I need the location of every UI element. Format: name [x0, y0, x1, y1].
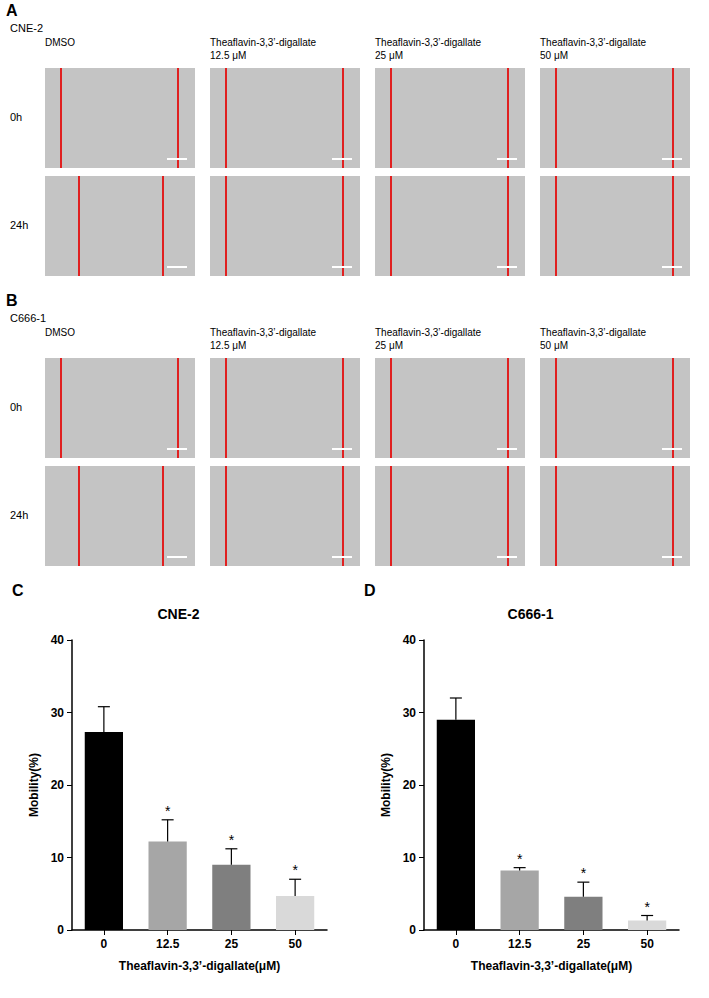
html-text:C: C: [12, 582, 24, 599]
svg-text:C666-1: C666-1: [508, 606, 554, 622]
svg-text:*: *: [165, 803, 171, 819]
html-text:0h: 0h: [10, 401, 23, 413]
svg-text:50: 50: [640, 937, 654, 951]
svg-text:10: 10: [403, 851, 417, 865]
svg-text:CNE-2: CNE-2: [157, 606, 199, 622]
svg-text:*: *: [644, 899, 650, 915]
svg-text:10: 10: [51, 851, 65, 865]
html-text:C666-1: C666-1: [10, 312, 47, 324]
html-text:D: D: [364, 582, 376, 599]
svg-text:0: 0: [409, 923, 416, 937]
svg-text:30: 30: [403, 706, 417, 720]
html-text:DMSO: DMSO: [45, 37, 75, 48]
svg-text:Theaflavin-3,3’-digallate(μM): Theaflavin-3,3’-digallate(μM): [119, 959, 280, 973]
html-text:CNE-2: CNE-2: [10, 22, 43, 34]
html-text:25 μM: 25 μM: [375, 340, 403, 351]
svg-text:*: *: [517, 851, 523, 867]
svg-text:25: 25: [225, 937, 239, 951]
svg-text:20: 20: [51, 778, 65, 792]
svg-text:0: 0: [453, 937, 460, 951]
svg-text:0: 0: [101, 937, 108, 951]
svg-text:12.5: 12.5: [156, 937, 180, 951]
svg-text:12.5: 12.5: [508, 937, 532, 951]
html-text:Theaflavin-3,3’-digallate: Theaflavin-3,3’-digallate: [540, 37, 647, 48]
svg-text:50: 50: [288, 937, 302, 951]
html-text:50 μM: 50 μM: [540, 50, 568, 61]
html-text:50 μM: 50 μM: [540, 340, 568, 351]
html-text:Theaflavin-3,3’-digallate: Theaflavin-3,3’-digallate: [210, 327, 317, 338]
html-text:0h: 0h: [10, 111, 23, 123]
html-text:Theaflavin-3,3’-digallate: Theaflavin-3,3’-digallate: [375, 327, 482, 338]
html-text:Theaflavin-3,3’-digallate: Theaflavin-3,3’-digallate: [375, 37, 482, 48]
svg-text:*: *: [229, 832, 235, 848]
svg-text:25: 25: [577, 937, 591, 951]
svg-text:0: 0: [57, 923, 64, 937]
svg-text:30: 30: [51, 706, 65, 720]
svg-text:40: 40: [51, 633, 65, 647]
svg-text:*: *: [292, 862, 298, 878]
html-text:12.5 μM: 12.5 μM: [210, 50, 247, 61]
html-text:24h: 24h: [10, 219, 29, 231]
svg-text:Theaflavin-3,3’-digallate(μM): Theaflavin-3,3’-digallate(μM): [471, 959, 632, 973]
html-text:Theaflavin-3,3’-digallate: Theaflavin-3,3’-digallate: [210, 37, 317, 48]
html-text:DMSO: DMSO: [45, 327, 75, 338]
html-text:24h: 24h: [10, 509, 29, 521]
svg-text:20: 20: [403, 778, 417, 792]
svg-text:Mobility(%): Mobility(%): [379, 753, 393, 817]
svg-text:*: *: [581, 865, 587, 881]
html-text:Theaflavin-3,3’-digallate: Theaflavin-3,3’-digallate: [540, 327, 647, 338]
html-text:B: B: [6, 292, 18, 309]
svg-text:Mobility(%): Mobility(%): [27, 753, 41, 817]
html-text:25 μM: 25 μM: [375, 50, 403, 61]
html-text:A: A: [6, 2, 18, 19]
svg-text:40: 40: [403, 633, 417, 647]
html-text:12.5 μM: 12.5 μM: [210, 340, 247, 351]
